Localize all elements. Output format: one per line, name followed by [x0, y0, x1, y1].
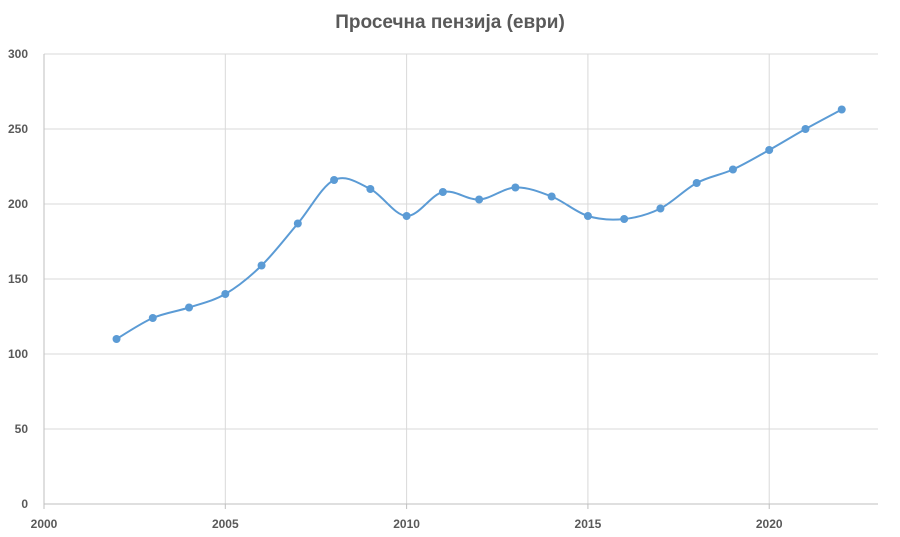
y-tick-label: 300: [8, 47, 28, 61]
x-tick-label: 2015: [575, 517, 602, 531]
x-tick-label: 2000: [31, 517, 58, 531]
data-point: [148, 314, 157, 322]
data-point: [728, 165, 737, 174]
data-point: [185, 303, 194, 312]
data-point: [402, 212, 411, 220]
data-point: [511, 183, 520, 192]
y-tick-label: 250: [8, 122, 28, 136]
data-points: [112, 105, 846, 343]
data-point: [765, 146, 774, 154]
x-tick-label: 2005: [212, 517, 239, 531]
y-tick-label: 100: [8, 347, 28, 361]
y-tick-label: 150: [8, 272, 28, 286]
y-tick-label: 50: [15, 422, 29, 436]
data-point: [837, 105, 846, 114]
data-point: [547, 192, 556, 201]
data-point: [692, 179, 701, 187]
data-point: [620, 215, 629, 223]
chart-title: Просечна пензија (еври): [335, 12, 565, 33]
data-point: [330, 176, 339, 184]
data-point: [112, 335, 121, 343]
y-tick-labels: 0 50 100 150 200 250 300: [8, 47, 28, 511]
x-tick-label: 2010: [393, 517, 420, 531]
y-tick-label: 200: [8, 197, 28, 211]
data-point: [656, 204, 665, 213]
data-point: [221, 290, 230, 298]
x-tick-labels: 2000 2005 2010 2015 2020: [31, 517, 783, 531]
data-point: [583, 212, 592, 220]
data-point: [438, 188, 447, 196]
data-point: [366, 185, 375, 193]
axes: [43, 54, 878, 509]
data-point: [475, 195, 484, 204]
grid-lines: [44, 53, 878, 504]
data-point: [293, 219, 302, 228]
data-point: [257, 261, 266, 270]
data-point: [801, 125, 810, 133]
x-tick-label: 2020: [756, 517, 783, 531]
y-tick-label: 0: [21, 497, 28, 511]
